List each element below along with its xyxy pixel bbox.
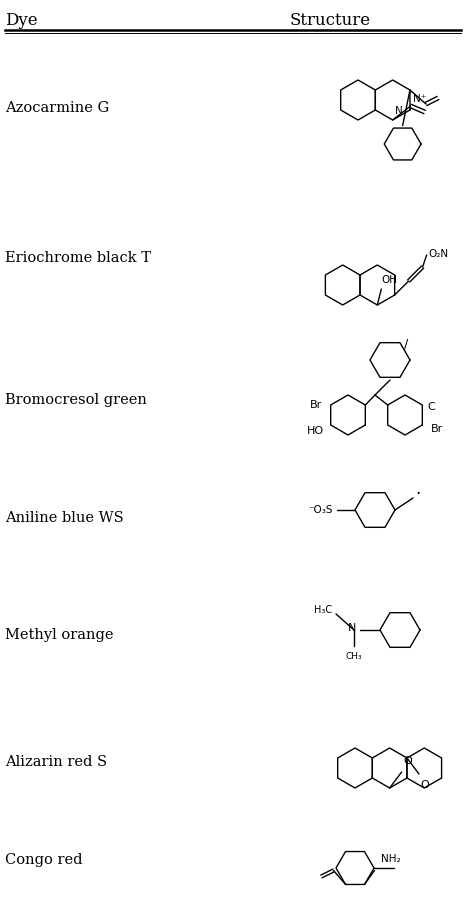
Text: Br: Br [310,400,322,410]
Text: ·: · [415,485,420,503]
Text: Congo red: Congo red [5,853,82,867]
Text: C: C [427,402,435,412]
Text: Alizarin red S: Alizarin red S [5,755,107,769]
Text: NH₂: NH₂ [381,855,400,865]
Text: Structure: Structure [290,12,371,29]
Text: N: N [395,106,403,116]
Text: Aniline blue WS: Aniline blue WS [5,511,124,525]
Text: CH₃: CH₃ [346,652,362,661]
Text: Br: Br [431,424,443,434]
Text: /: / [404,338,408,350]
Text: N⁺: N⁺ [413,94,426,104]
Text: O₂N: O₂N [429,249,449,259]
Text: HO: HO [307,426,324,436]
Text: O: O [421,780,429,790]
Text: Bromocresol green: Bromocresol green [5,393,147,407]
Text: Methyl orange: Methyl orange [5,628,114,642]
Text: Eriochrome black T: Eriochrome black T [5,251,151,265]
Text: OH: OH [381,275,397,285]
Text: N: N [348,623,356,633]
Text: H₃C: H₃C [314,605,332,615]
Text: ⁻O₃S: ⁻O₃S [308,505,333,515]
Text: O: O [403,756,412,766]
Text: Azocarmine G: Azocarmine G [5,101,109,115]
Text: Dye: Dye [5,12,38,29]
